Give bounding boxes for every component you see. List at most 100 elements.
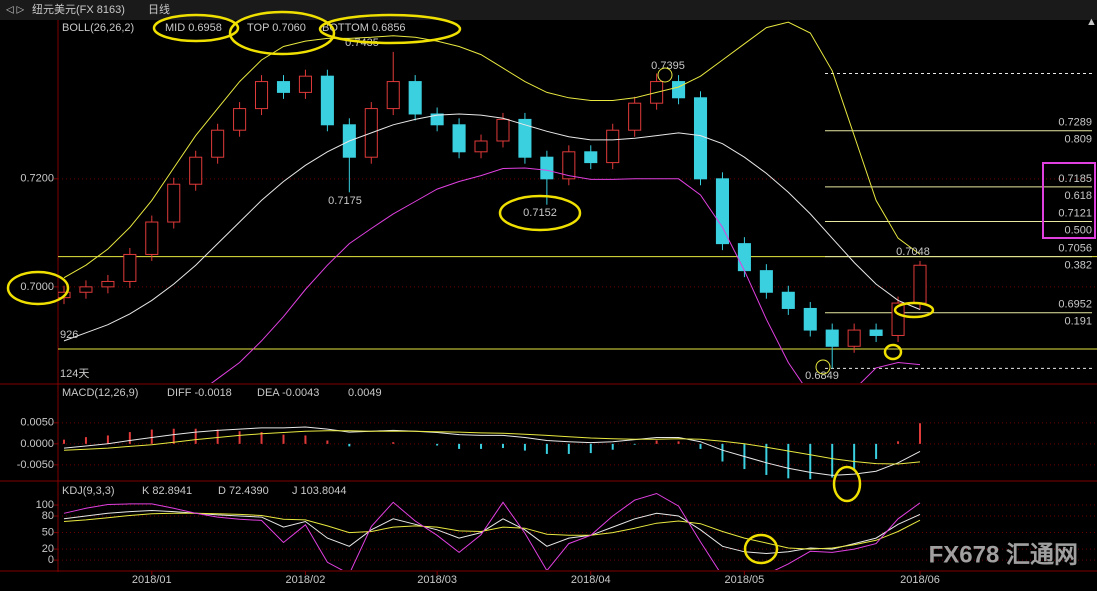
candle-body	[123, 253, 137, 282]
highlight-ellipse	[893, 301, 935, 319]
candle-body	[496, 118, 510, 142]
indicator-line	[63, 492, 921, 570]
highlight-ellipse	[228, 10, 336, 56]
candle-body	[276, 81, 291, 93]
plot-layer: 0.7200 0.7000 BOLL(26,26,2) MID 0.6958 TOP 0…	[17, 21, 1097, 586]
y-tick-label: -0.0050	[17, 459, 54, 471]
indicator-readout: DIFF -0.0018	[167, 387, 232, 399]
y-tick-label: 20	[42, 543, 54, 555]
candle-body	[386, 81, 400, 110]
candle-body	[474, 140, 488, 153]
candle-body	[891, 302, 905, 336]
fib-ratio: 0.500	[1064, 224, 1092, 236]
highlight-circle	[815, 359, 831, 375]
candle-body	[518, 118, 532, 158]
x-tick-label: 2018/05	[725, 574, 765, 586]
thin-highlights	[657, 67, 831, 375]
annotation: 0.7175	[328, 195, 362, 207]
highlight-ellipse	[6, 270, 70, 306]
candle-body	[913, 264, 927, 304]
indicator-readout[interactable]: BOLL(26,26,2)	[62, 22, 134, 34]
candle-body	[825, 329, 839, 347]
indicator-readout[interactable]: KDJ(9,3,3)	[62, 485, 115, 497]
highlight-ellipse	[883, 343, 903, 361]
symbol: 纽元美元(FX 8163)	[32, 2, 125, 16]
annotation: 0.7048	[896, 246, 930, 258]
indicator-readout: D 72.4390	[218, 485, 269, 497]
fib-price: 0.7289	[1058, 117, 1092, 129]
candle-body	[737, 243, 751, 272]
y-tick-label: 0.0000	[20, 438, 54, 450]
period[interactable]: 日线	[148, 2, 170, 16]
scroll-mark: ▲	[1086, 16, 1097, 28]
y-tick-label: 0.7200	[20, 173, 54, 185]
header-bar	[0, 0, 1097, 20]
panel	[58, 422, 1097, 480]
fib-ratio: 0.809	[1064, 134, 1092, 146]
annotation: 926	[60, 329, 78, 341]
candle-body	[781, 291, 795, 309]
indicator-line	[63, 113, 921, 342]
fib-price: 0.7121	[1058, 207, 1092, 219]
indicator-readout: MID 0.6958	[165, 22, 222, 34]
indicator-line	[63, 426, 921, 476]
x-tick-label: 2018/03	[417, 574, 457, 586]
candle-body	[233, 108, 247, 131]
y-tick-label: 0.7000	[20, 281, 54, 293]
candle-body	[211, 129, 225, 158]
y-tick-label: 0.0050	[20, 417, 54, 429]
y-tick-label: 80	[42, 510, 54, 522]
candle-body	[847, 329, 861, 347]
highlight-ellipse	[152, 13, 240, 43]
candle-body	[693, 97, 708, 180]
candle-body	[408, 81, 422, 115]
panel	[58, 21, 1097, 383]
x-tick-label: 2018/04	[571, 574, 611, 586]
highlights	[6, 10, 935, 565]
indicator-readout: BOTTOM 0.6856	[322, 22, 406, 34]
candle-body	[145, 221, 159, 255]
annotation: 0.6849	[805, 370, 839, 382]
candle-body	[167, 183, 181, 223]
candle-body	[320, 75, 334, 126]
indicator-line	[63, 21, 921, 279]
fib-ratio: 0.618	[1064, 190, 1092, 202]
candle-body	[189, 156, 203, 185]
highlight-ellipse	[832, 465, 862, 503]
indicator-readout: K 82.8941	[142, 485, 192, 497]
candle-body	[803, 307, 817, 331]
candle-body	[628, 102, 642, 131]
x-tick-label: 2018/01	[132, 574, 172, 586]
header-icons[interactable]: ◁ ▷	[6, 5, 24, 16]
x-tick-label: 2018/06	[900, 574, 940, 586]
indicator-readout: 0.0049	[348, 387, 382, 399]
annotation: 0.7152	[523, 207, 557, 219]
annotation: 124天	[60, 368, 89, 380]
candle-body	[101, 280, 115, 288]
watermark: FX678 汇通网	[929, 541, 1078, 568]
y-tick-label: 100	[36, 499, 54, 511]
annotation: 0.7395	[651, 60, 685, 72]
indicator-line	[63, 430, 921, 465]
indicator-line	[210, 167, 921, 383]
candle-body	[540, 156, 554, 180]
fib-price: 0.7056	[1058, 243, 1092, 255]
highlight-ellipse	[498, 194, 582, 232]
fib-ratio: 0.382	[1064, 260, 1092, 272]
candle-body	[584, 151, 598, 164]
highlight-circle	[657, 67, 673, 83]
candle-body	[869, 329, 883, 336]
highlight-ellipse	[743, 533, 779, 565]
fib-ratio: 0.191	[1064, 316, 1092, 328]
fib-price: 0.6952	[1058, 299, 1092, 311]
candle-body	[79, 286, 93, 293]
highlight-ellipse	[318, 13, 462, 45]
candle-body	[562, 151, 576, 180]
candle-body	[255, 81, 269, 110]
candle-body	[759, 270, 773, 293]
highlight-box	[1042, 162, 1096, 239]
indicator-readout[interactable]: MACD(12,26,9)	[62, 387, 138, 399]
x-tick-label: 2018/02	[286, 574, 326, 586]
